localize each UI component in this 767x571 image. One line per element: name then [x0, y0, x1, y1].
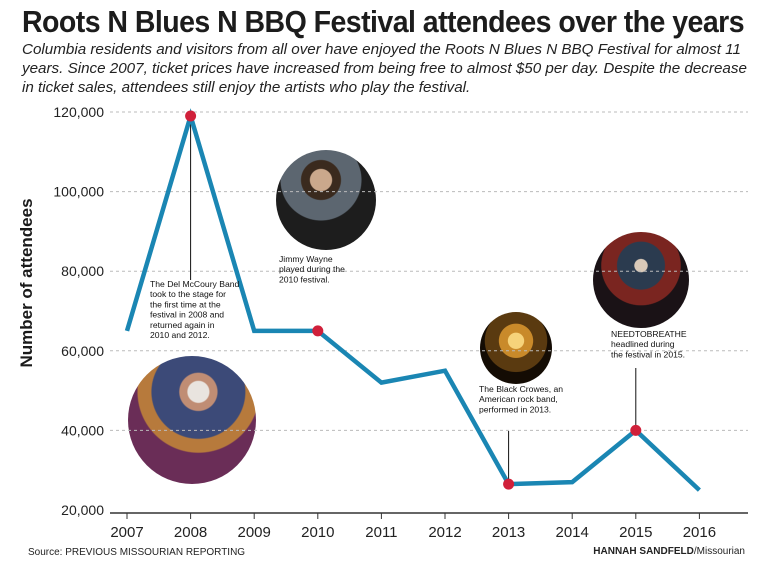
highlight-markers [185, 110, 642, 490]
annotation-labels: The Del McCoury Band took to the stage fo… [150, 254, 687, 414]
x-tick-label: 2016 [683, 524, 716, 541]
annotation-text: NEEDTOBREATHE headlined during the festiva… [611, 329, 687, 359]
x-axis: 2007 2008 2009 2010 2011 2012 2013 2014 2015 2016 [110, 512, 748, 541]
x-tick-label: 2012 [428, 524, 461, 541]
chart-title: Roots N Blues N BBQ Festival attendees o… [22, 4, 745, 39]
data-point-marker [312, 325, 324, 337]
data-point-marker [630, 424, 642, 436]
y-axis-label: Number of attendees [17, 198, 36, 367]
gridlines [110, 111, 748, 431]
y-tick-label: 120,000 [53, 104, 104, 120]
data-point-marker [185, 110, 197, 122]
y-tick-labels: 20,000 40,000 60,000 80,000 100,000 120,000 [53, 104, 104, 518]
data-point-marker [503, 478, 515, 490]
series-line [124, 108, 701, 492]
photo-needtobreathe [593, 232, 689, 328]
x-tick-label: 2007 [110, 524, 143, 541]
credit: HANNAH SANDFELD/Missourian [593, 546, 745, 557]
annotation-text: The Black Crowes, an American rock band, p… [479, 384, 563, 414]
annotation-text: The Del McCoury Band took to the stage fo… [150, 279, 240, 340]
x-tick-label: 2014 [556, 524, 589, 541]
y-tick-label: 80,000 [61, 263, 104, 279]
annotation-text: Jimmy Wayne played during the 2010 festiva… [279, 254, 345, 284]
photo-del-mccoury-band [128, 356, 256, 484]
x-tick-label: 2010 [301, 524, 334, 541]
chart-subtitle: Columbia residents and visitors from all… [22, 41, 747, 96]
x-tick-label: 2013 [492, 524, 525, 541]
y-tick-label: 40,000 [61, 422, 104, 438]
x-tick-label: 2009 [238, 524, 271, 541]
source-note: Source: PREVIOUS MISSOURIAN REPORTING [28, 547, 246, 558]
photo-black-crowes [480, 312, 552, 384]
x-tick-label: 2015 [619, 524, 652, 541]
y-tick-label: 20,000 [61, 502, 104, 518]
credit-name: HANNAH SANDFELD [593, 546, 694, 557]
x-tick-label: 2008 [174, 524, 207, 541]
annotation-connectors [190, 115, 637, 485]
credit-outlet: /Missourian [693, 546, 745, 557]
x-tick-label: 2011 [365, 524, 397, 541]
photo-jimmy-wayne [276, 150, 376, 250]
y-tick-label: 60,000 [61, 343, 104, 359]
y-tick-label: 100,000 [53, 184, 104, 200]
